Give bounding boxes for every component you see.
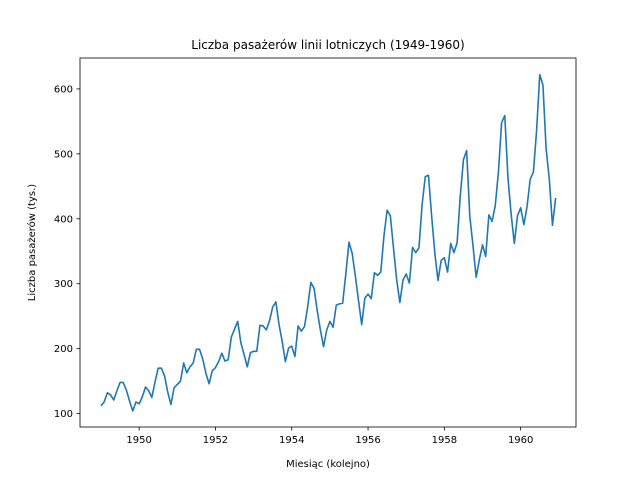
chart-title: Liczba pasażerów linii lotniczych (1949-… [191, 38, 464, 52]
x-axis-label: Miesiąc (kolejno) [286, 459, 370, 470]
axis-ticks: 1950 1952 1954 1956 1958 1960 100 200 300 400 500 6… [54, 84, 533, 446]
plot-area [100, 73, 557, 412]
x-tick-label: 1954 [279, 435, 304, 446]
axes-frame [79, 57, 577, 428]
y-tick-label: 100 [54, 409, 73, 420]
y-axis-label: Liczba pasażerów (tys.) [26, 184, 38, 301]
x-tick-label: 1950 [126, 435, 151, 446]
y-tick-label: 600 [54, 84, 73, 95]
y-tick-label: 200 [54, 344, 73, 355]
y-tick-label: 300 [54, 279, 73, 290]
x-tick-label: 1952 [203, 435, 228, 446]
x-tick-label: 1958 [432, 435, 457, 446]
series-line-0 [100, 73, 557, 412]
x-tick-label: 1956 [355, 435, 380, 446]
y-tick-label: 500 [54, 149, 73, 160]
x-tick-label: 1960 [508, 435, 533, 446]
y-tick-label: 400 [54, 214, 73, 225]
